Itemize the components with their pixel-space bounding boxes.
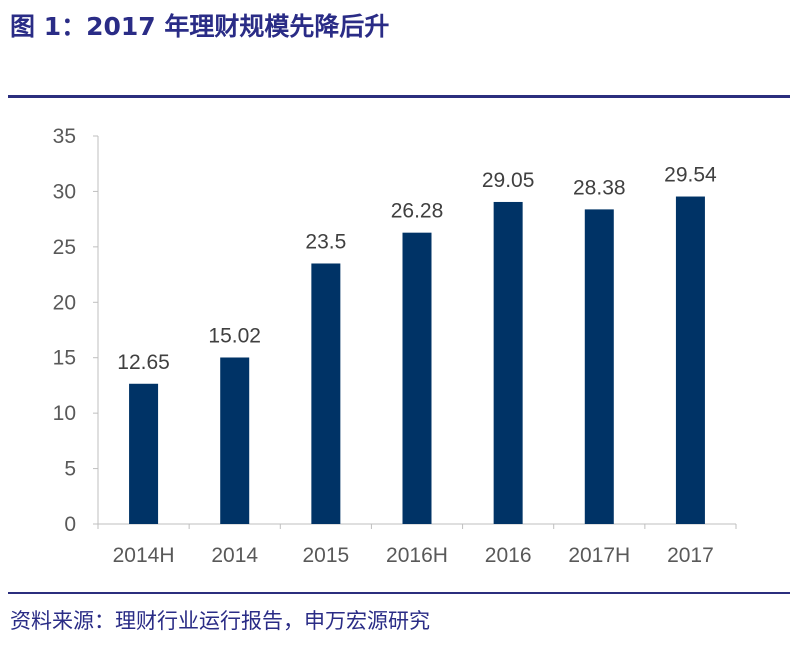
data-label: 26.28	[391, 200, 444, 223]
y-tick-label: 0	[64, 513, 76, 536]
y-tick-label: 15	[53, 347, 76, 370]
x-axis: 2014H 2014 2015 2016H 2016 2017H 2017	[97, 523, 737, 567]
data-label: 12.65	[117, 351, 170, 374]
x-tick-label: 2014	[211, 544, 258, 567]
x-tick-label: 2017	[667, 544, 714, 567]
y-tick-label: 5	[64, 458, 76, 481]
data-label: 28.38	[573, 176, 626, 199]
bar	[584, 209, 614, 524]
figure-title: 图 1：2017 年理财规模先降后升	[10, 12, 390, 41]
y-tick-label: 35	[53, 125, 76, 148]
data-label: 15.02	[208, 324, 261, 347]
y-tick-label: 30	[53, 180, 76, 203]
x-tick-label: 2016	[485, 544, 532, 567]
bars	[129, 196, 705, 525]
x-tick-label: 2017H	[568, 544, 630, 567]
y-axis: 0 5 10 15 20 25 30 35	[53, 125, 99, 536]
data-labels: 12.65 15.02 23.5 26.28 29.05 28.38 29.54	[117, 164, 717, 374]
x-tick-label: 2016H	[386, 544, 448, 567]
source-note: 资料来源：理财行业运行报告，申万宏源研究	[10, 609, 430, 633]
x-tick-label: 2015	[302, 544, 349, 567]
data-label: 29.54	[664, 164, 717, 187]
y-tick-label: 25	[53, 236, 76, 259]
data-label: 29.05	[482, 169, 535, 192]
x-tick-label: 2014H	[113, 544, 175, 567]
bar	[402, 232, 432, 525]
bar	[311, 263, 341, 524]
bottom-divider	[8, 592, 790, 594]
bar	[220, 357, 250, 524]
bar	[675, 196, 705, 524]
top-divider	[8, 95, 790, 98]
y-tick-label: 10	[53, 402, 76, 425]
bar	[129, 383, 159, 524]
y-tick-label: 20	[53, 291, 76, 314]
bar	[493, 201, 523, 524]
data-label: 23.5	[305, 230, 346, 253]
